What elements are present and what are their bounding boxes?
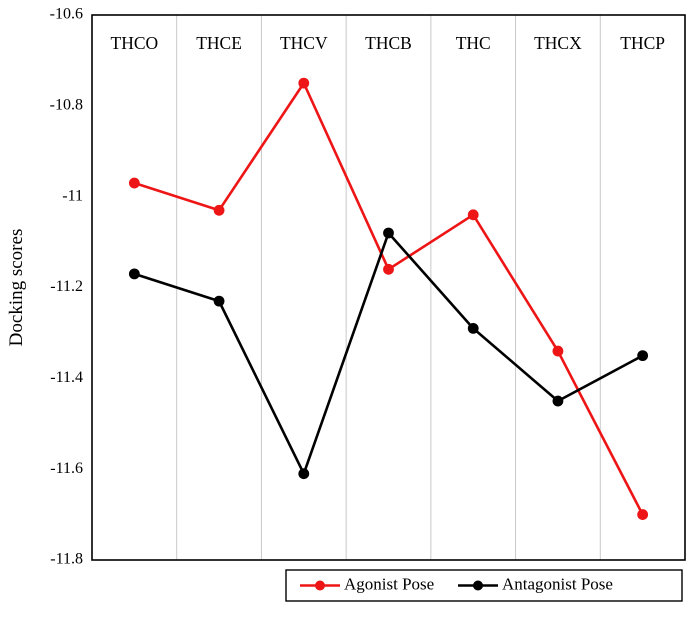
y-axis-title: Docking scores — [6, 229, 27, 347]
legend-label-antagonist-pose: Antagonist Pose — [502, 574, 613, 593]
data-point-antagonist-pose — [383, 227, 394, 239]
y-tick-label: -11.6 — [50, 460, 83, 477]
data-point-agonist-pose — [552, 345, 564, 357]
y-tick-label: -10.8 — [50, 97, 83, 114]
y-tick-label: -11 — [62, 187, 83, 204]
category-label: THCO — [111, 33, 159, 53]
legend-marker-dot-agonist-pose — [315, 580, 325, 591]
data-point-antagonist-pose — [298, 468, 310, 480]
data-point-antagonist-pose — [552, 395, 564, 407]
y-tick-label: -11.4 — [50, 369, 83, 386]
legend-marker-dot-antagonist-pose — [473, 580, 483, 591]
data-point-agonist-pose — [128, 177, 140, 189]
legend: Agonist Pose Antagonist Pose — [285, 569, 683, 602]
data-point-agonist-pose — [637, 509, 649, 520]
data-point-agonist-pose — [467, 209, 479, 221]
data-point-agonist-pose — [213, 204, 225, 216]
y-tick-label: -10.6 — [50, 6, 83, 23]
category-label: THC — [456, 33, 491, 53]
category-label: THCP — [620, 33, 665, 53]
y-tick-label: -11.2 — [50, 278, 83, 295]
data-point-antagonist-pose — [637, 350, 649, 362]
data-point-agonist-pose — [298, 77, 310, 89]
legend-label-agonist-pose: Agonist Pose — [344, 574, 434, 593]
plot-border — [91, 14, 686, 561]
category-label: THCE — [196, 33, 242, 53]
y-tick-label: -11.8 — [50, 551, 83, 568]
category-label: THCV — [280, 33, 328, 53]
data-point-antagonist-pose — [467, 322, 479, 334]
data-point-antagonist-pose — [213, 295, 225, 307]
category-label: THCX — [534, 33, 582, 53]
data-point-agonist-pose — [383, 263, 394, 275]
data-point-antagonist-pose — [128, 268, 140, 280]
category-label: THCB — [365, 33, 412, 53]
